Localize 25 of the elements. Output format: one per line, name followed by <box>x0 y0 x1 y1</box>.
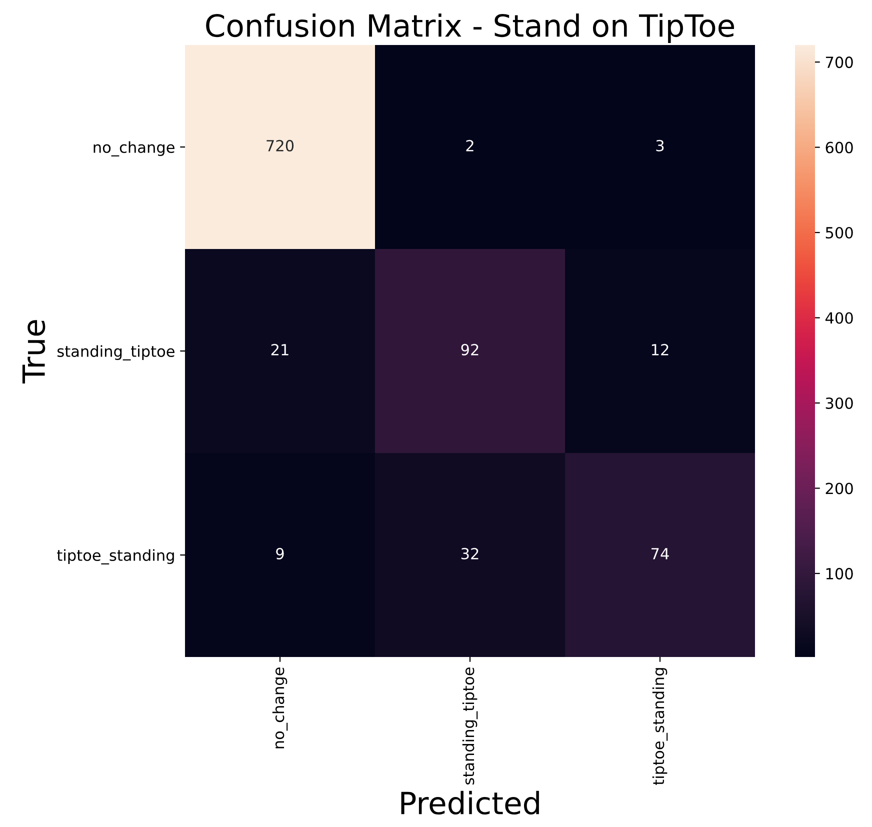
color-bar-label: 400 <box>825 312 853 324</box>
color-bar-label: 600 <box>826 142 853 154</box>
data-label: 92 <box>461 344 478 356</box>
data-label: 2 <box>466 140 474 152</box>
data-label: 3 <box>656 140 664 152</box>
data-label: 21 <box>271 344 288 356</box>
y-tick-label: standing_tiptoe <box>57 345 174 360</box>
color-bar-label: 700 <box>826 56 853 68</box>
data-label: 720 <box>266 140 294 152</box>
y-axis-title: True <box>22 320 46 384</box>
color-bar-label: 500 <box>826 226 853 239</box>
color-bar-label: 200 <box>826 482 853 494</box>
y-tick-label: tiptoe_standing <box>57 549 174 564</box>
x-tick-label: no_change <box>272 668 288 748</box>
x-axis-title: Predicted <box>401 790 539 815</box>
color-bar-label: 300 <box>826 397 853 410</box>
y-tick-label: no_change <box>94 141 174 156</box>
chart-title: Confusion Matrix - Stand on TipToe <box>206 13 734 44</box>
data-label: 12 <box>652 344 668 356</box>
data-label: 74 <box>652 548 669 560</box>
color-bar-label: 100 <box>826 568 853 580</box>
x-tick-label: tiptoe_standing <box>652 668 668 785</box>
x-tick-label: standing_tiptoe <box>462 668 478 785</box>
data-label: 9 <box>276 548 284 560</box>
data-label: 32 <box>461 548 478 560</box>
